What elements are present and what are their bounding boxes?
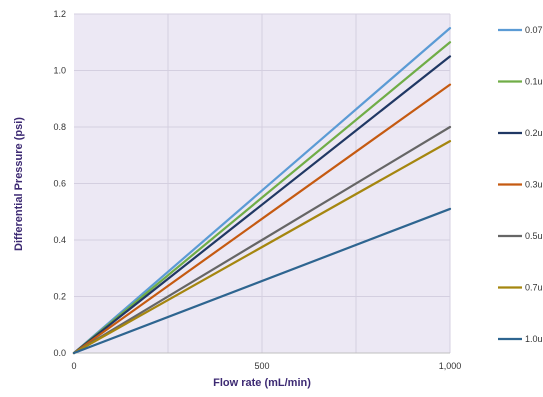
y-axis-ticks: 0.0 0.2 0.4 0.6 0.8 1.0 1.2	[53, 9, 66, 358]
y-tick-label: 0.0	[53, 348, 66, 358]
x-tick-label: 0	[71, 361, 76, 371]
legend-label: 0.3u	[525, 180, 543, 190]
x-tick-label: 1,000	[439, 361, 462, 371]
y-tick-label: 1.0	[53, 66, 66, 76]
y-tick-label: 1.2	[53, 9, 66, 19]
legend-label: 0.2u	[525, 128, 543, 138]
y-tick-label: 0.6	[53, 179, 66, 189]
series-line-0.7u	[72, 140, 452, 355]
legend-label: 0.1u	[525, 77, 543, 87]
y-tick-label: 0.8	[53, 122, 66, 132]
series-line-0.2u	[72, 55, 452, 355]
series-line-0.1u	[72, 41, 452, 355]
legend-label: 1.0u	[525, 334, 543, 344]
x-tick-label: 500	[254, 361, 269, 371]
y-tick-label: 0.2	[53, 292, 66, 302]
series-line-0.3u	[72, 83, 452, 355]
x-axis-title: Flow rate (mL/min)	[213, 377, 311, 389]
legend-label: 0.5u	[525, 231, 543, 241]
y-axis-title: Differential Pressure (psi)	[13, 117, 25, 251]
series-lines	[72, 27, 452, 355]
legend-label: 0.7u	[525, 283, 543, 293]
series-line-1.0u	[72, 207, 452, 355]
x-axis-ticks: 0 500 1,000	[71, 361, 461, 371]
legend: 0.07 0.1u 0.2u 0.3u 0.5u 0.7u 1.0u	[498, 25, 543, 344]
legend-label: 0.07	[525, 25, 543, 35]
series-line-0.5u	[72, 125, 452, 355]
series-line-0.07	[72, 27, 452, 355]
y-tick-label: 0.4	[53, 235, 66, 245]
